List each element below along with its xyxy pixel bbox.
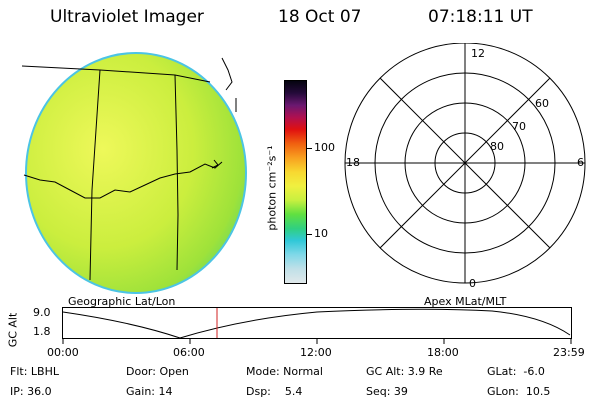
colorbar-tick-10: [306, 234, 312, 235]
lat-label-80: 80: [490, 140, 504, 153]
mlt-label-0: 0: [469, 277, 476, 290]
lat-label-70: 70: [512, 120, 526, 133]
altitude-xtick-1800: 18:00: [427, 346, 459, 359]
altitude-ylabel: GC Alt: [6, 312, 20, 348]
altitude-xtick-2359: 23:59: [553, 346, 585, 359]
status-door: Door: Open: [126, 365, 189, 378]
lat-label-60: 60: [535, 97, 549, 110]
status-filter: Flt: LBHL: [10, 365, 59, 378]
status-seq: Seq: 39: [366, 385, 408, 398]
altitude-ytick-bottom: 1.8: [33, 325, 51, 338]
image-caption: Geographic Lat/Lon: [68, 295, 176, 308]
mlt-label-18: 18: [346, 156, 360, 169]
altitude-xtick-1200: 12:00: [300, 346, 332, 359]
altitude-curve: [62, 308, 571, 339]
date-label: 18 Oct 07: [278, 7, 362, 27]
status-dsp: Dsp: 5.4: [246, 385, 303, 398]
status-gc-alt: GC Alt: 3.9 Re: [366, 365, 443, 378]
colorbar-tick-100: [306, 148, 312, 149]
time-label: 07:18:11 UT: [428, 7, 533, 27]
colorbar-unit-label: photon cm⁻²s⁻¹: [265, 145, 279, 231]
uv-image-panel: [21, 52, 247, 294]
status-ip: IP: 36.0: [10, 385, 52, 398]
altitude-plot: [62, 307, 572, 344]
uv-image-disc: [25, 52, 247, 294]
altitude-xtick-0000: 00:00: [47, 346, 79, 359]
status-gain: Gain: 14: [126, 385, 173, 398]
polar-caption: Apex MLat/MLT: [424, 295, 507, 308]
colorbar-tick-label-100: 100: [314, 141, 335, 154]
app-title: Ultraviolet Imager: [50, 7, 204, 27]
status-glat: GLat: -6.0: [487, 365, 545, 378]
colorbar-tick-label-10: 10: [314, 227, 328, 240]
mlt-label-12: 12: [471, 47, 485, 60]
mlt-label-6: 6: [577, 156, 584, 169]
altitude-xtick-0600: 06:00: [173, 346, 205, 359]
status-mode: Mode: Normal: [246, 365, 323, 378]
coastline-lines: [21, 57, 237, 281]
colorbar: [284, 80, 307, 284]
polar-diag-2: [379, 77, 551, 249]
altitude-ytick-top: 9.0: [33, 306, 51, 319]
status-glon: GLon: 10.5: [487, 385, 551, 398]
polar-plot: [344, 43, 586, 284]
